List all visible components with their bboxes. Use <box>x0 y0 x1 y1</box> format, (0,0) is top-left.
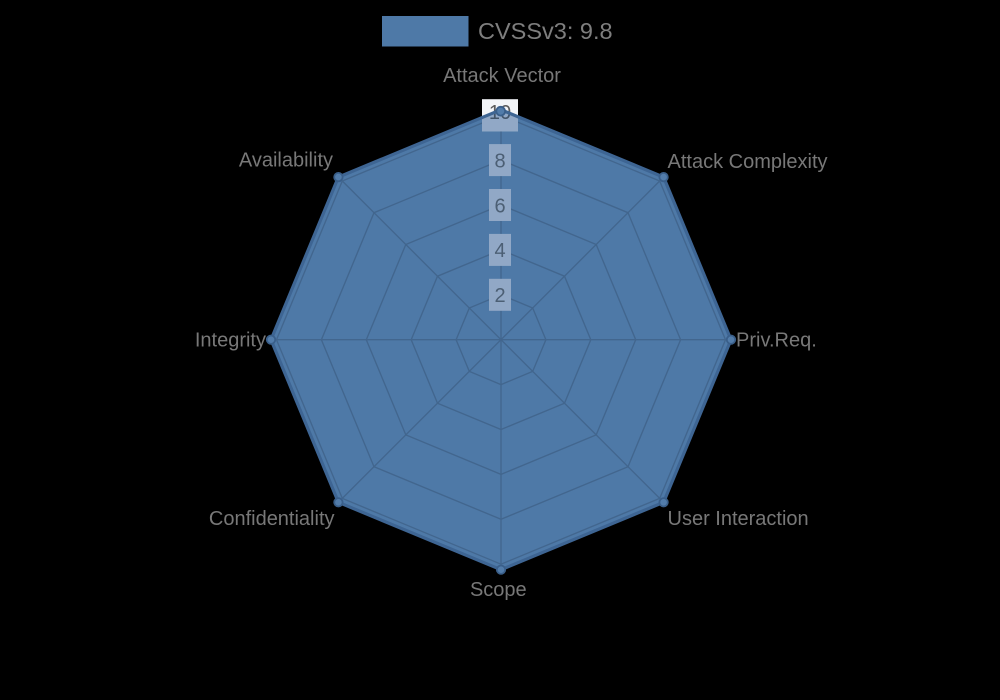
svg-text:4: 4 <box>494 240 505 262</box>
svg-text:CVSSv3: 9.8: CVSSv3: 9.8 <box>478 18 613 44</box>
svg-text:User Interaction: User Interaction <box>668 508 809 530</box>
svg-text:Confidentiality: Confidentiality <box>209 508 335 530</box>
svg-text:2: 2 <box>494 285 505 307</box>
svg-text:Scope: Scope <box>470 579 527 601</box>
svg-text:Integrity: Integrity <box>195 330 266 352</box>
svg-text:Availability: Availability <box>239 150 333 172</box>
svg-text:Priv.Req.: Priv.Req. <box>736 330 817 352</box>
svg-text:Attack Complexity: Attack Complexity <box>668 151 828 173</box>
svg-text:8: 8 <box>494 150 505 172</box>
svg-text:6: 6 <box>494 195 505 217</box>
svg-text:Attack Vector: Attack Vector <box>443 65 561 87</box>
